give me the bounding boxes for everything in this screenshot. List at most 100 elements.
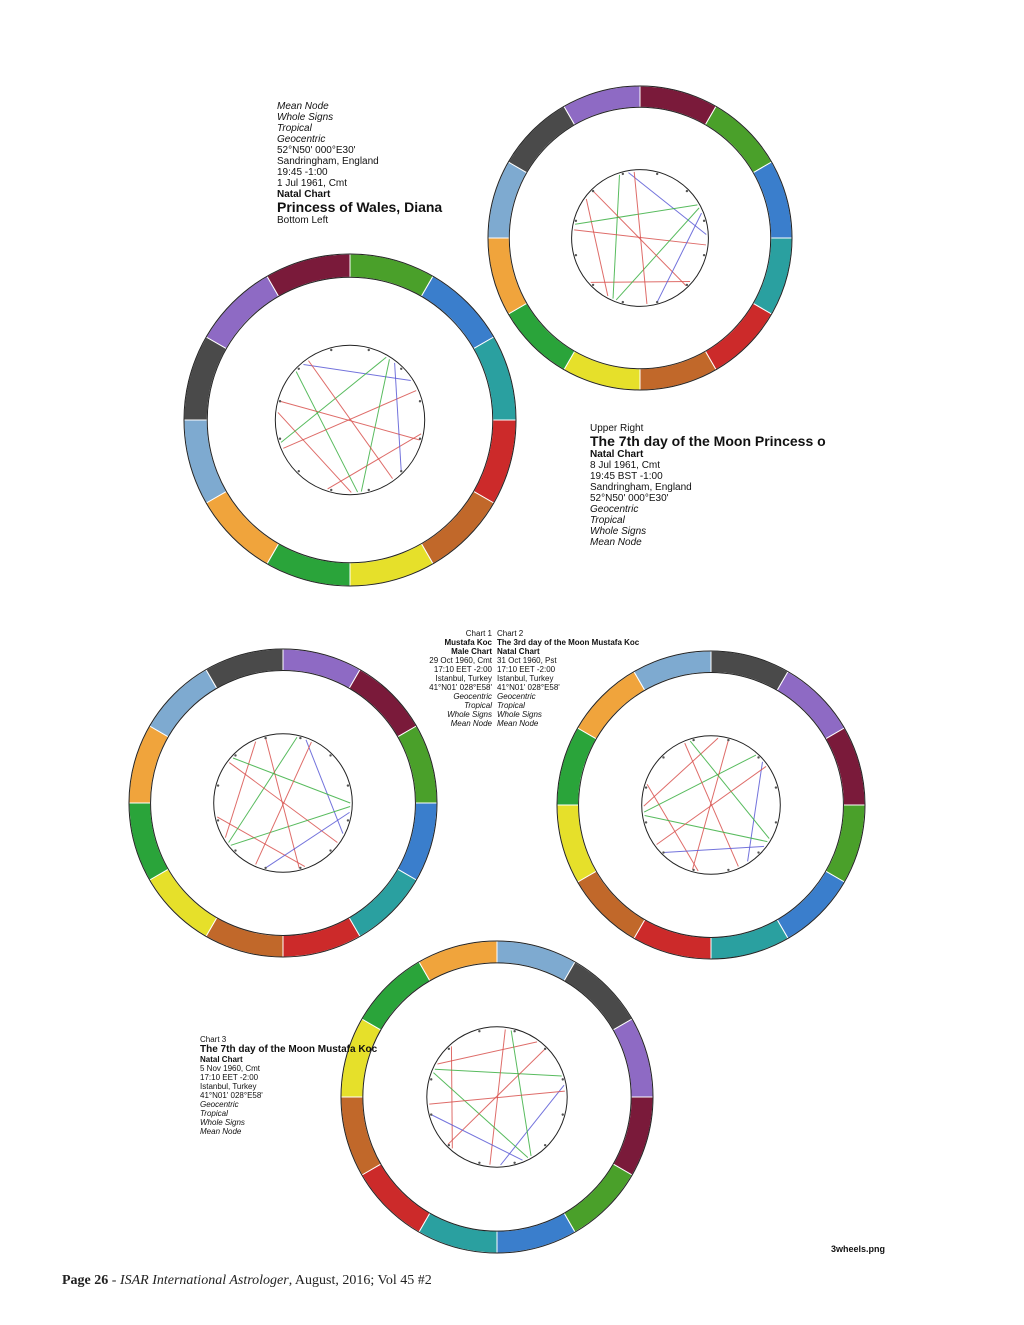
seventh-date: 8 Jul 1961, Cmt — [590, 460, 661, 471]
koc-chart3-aspect-point — [430, 1078, 433, 1081]
koc-chart3-aspect-circle — [426, 1026, 568, 1168]
koc-chart2-aspect-point — [662, 851, 665, 854]
seventh-day-aspect-circle — [571, 169, 709, 307]
seventh-day-chart-info: Upper Right The 7th day of the Moon Prin… — [590, 423, 826, 548]
seventh-node: Mean Node — [590, 537, 642, 548]
koc-chart1-aspect-point — [346, 819, 350, 822]
seventh-day-aspect-line — [585, 198, 609, 297]
koc-chart3-aspect-point — [478, 1030, 481, 1033]
seventh-position: Upper Right — [590, 423, 644, 434]
koc-chart2-info: Chart 2 The 3rd day of the Moon Mustafa … — [497, 629, 639, 728]
seventh-coords: 52°N50' 000°E30' — [590, 493, 669, 504]
diana-zodiac: Tropical — [277, 123, 312, 134]
koc-chart3-aspect-line — [500, 1084, 565, 1166]
seventh-day-aspect-point — [655, 300, 659, 304]
seventh-day-aspect-point — [685, 283, 689, 287]
seventh-place: Sandringham, England — [590, 482, 692, 493]
page-footer: Page 26 - ISAR International Astrologer,… — [62, 1273, 432, 1289]
seventh-zodiac: Tropical — [590, 515, 625, 526]
seventh-day-wheel — [487, 85, 793, 391]
koc-chart2-aspect-point — [757, 851, 760, 854]
diana-node: Mean Node — [277, 101, 329, 112]
koc-chart3-aspect-point — [561, 1113, 564, 1116]
diana-aspect-point — [330, 348, 333, 352]
koc-chart2-aspect-point — [644, 786, 648, 789]
seventh-day-outer-ring — [487, 85, 793, 391]
koc1-node: Mean Node — [450, 719, 492, 728]
seventh-day-aspect-point — [655, 172, 659, 176]
diana-aspect-line — [295, 371, 359, 493]
koc3-houses: Whole Signs — [200, 1118, 245, 1127]
footer-issue: , August, 2016; Vol 45 #2 — [288, 1273, 432, 1288]
koc-chart1-aspect-point — [346, 784, 350, 787]
koc-chart3-aspect-point — [513, 1161, 516, 1164]
koc-chart3-aspect-point — [543, 1047, 547, 1051]
seventh-day-aspect-line — [633, 171, 648, 305]
koc1-houses: Whole Signs — [447, 710, 492, 719]
koc-chart3-aspect-line — [434, 1068, 562, 1077]
koc-chart2-outer-ring — [556, 650, 866, 960]
koc1-coords: 41°N01' 028°E58' — [429, 683, 492, 692]
diana-aspect-line — [360, 359, 390, 492]
diana-aspect-line — [277, 412, 352, 493]
koc-chart3-aspect-line — [429, 1090, 565, 1105]
koc-chart1-aspect-point — [299, 736, 302, 740]
diana-aspect-point — [418, 437, 422, 440]
koc2-type: Natal Chart — [497, 647, 540, 656]
seventh-day-aspect-line — [615, 207, 700, 301]
koc-chart3-aspect-line — [447, 1048, 546, 1145]
koc-chart2-aspect-line — [643, 737, 719, 807]
image-file-name: 3wheels.png — [831, 1244, 886, 1254]
koc-chart1-aspect-line — [224, 741, 257, 838]
koc1-time: 17:10 EET -2:00 — [433, 665, 492, 674]
koc-chart3-aspect-point — [561, 1078, 564, 1081]
koc-chart3-aspect-line — [431, 1114, 523, 1161]
koc-chart3-aspect-line — [510, 1030, 532, 1157]
koc1-type: Male Chart — [451, 647, 492, 656]
koc-chart2-aspect-line — [644, 815, 768, 843]
koc-chart2-aspect-line — [656, 766, 767, 845]
diana-aspect-point — [367, 348, 370, 352]
koc-chart1-aspect-point — [234, 849, 237, 852]
koc-chart1-aspect-point — [329, 849, 332, 852]
koc-chart1-outer-ring — [128, 648, 438, 958]
koc-chart3-aspect-line — [433, 1072, 529, 1159]
koc-chart1-aspect-point — [299, 866, 302, 870]
diana-aspect-line — [279, 400, 420, 441]
koc2-perspective: Geocentric — [497, 692, 536, 701]
koc-chart2-wheel — [556, 650, 866, 960]
koc-chart3-aspect-point — [430, 1113, 433, 1116]
diana-time: 19:45 -1:00 — [277, 167, 328, 178]
diana-aspect-point — [297, 470, 300, 473]
seventh-day-aspect-point — [621, 300, 625, 304]
diana-aspect-line — [283, 390, 417, 449]
koc-chart1-aspect-line — [228, 736, 298, 843]
koc1-zodiac: Tropical — [464, 701, 492, 710]
koc-chart1-aspect-line — [230, 806, 351, 846]
koc-chart1-aspect-line — [217, 816, 306, 867]
koc-chart2-aspect-line — [663, 845, 765, 854]
koc-chart2-aspect-point — [774, 821, 778, 824]
koc-chart3-aspect-point — [543, 1143, 547, 1147]
diana-aspect-point — [367, 488, 370, 492]
koc-chart2-aspect-point — [692, 868, 695, 872]
koc-chart1-aspect-circle — [213, 733, 353, 873]
diana-houses: Whole Signs — [277, 112, 334, 123]
koc3-node: Mean Node — [200, 1127, 242, 1136]
koc2-coords: 41°N01' 028°E58' — [497, 683, 560, 692]
koc-chart1-aspect-point — [329, 754, 332, 757]
seventh-day-aspect-line — [590, 281, 691, 283]
koc2-node: Mean Node — [497, 719, 539, 728]
koc3-perspective: Geocentric — [200, 1100, 239, 1109]
koc-chart2-aspect-point — [757, 756, 760, 759]
koc2-place: Istanbul, Turkey — [497, 674, 554, 683]
koc3-place: Istanbul, Turkey — [200, 1082, 257, 1091]
diana-chart-type: Natal Chart — [277, 189, 331, 200]
diana-wheel — [183, 253, 517, 587]
seventh-day-aspect-point — [591, 189, 595, 193]
diana-aspect-point — [418, 400, 422, 403]
koc-chart1-aspect-point — [216, 784, 220, 787]
koc2-name: The 3rd day of the Moon Mustafa Koc — [497, 638, 640, 647]
seventh-day-aspect-line — [612, 174, 620, 299]
